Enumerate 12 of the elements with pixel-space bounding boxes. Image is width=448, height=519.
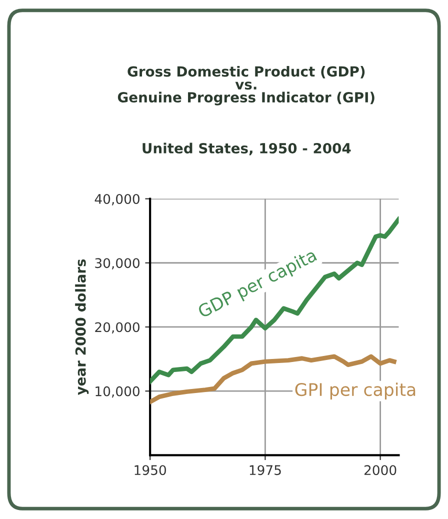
y-tick-label: 20,000 [95,322,140,334]
x-tick-label: 2000 [364,465,396,476]
y-axis-title: year 2000 dollars [75,259,89,396]
x-tick-label: 1950 [134,465,166,476]
chart-title: Gross Domestic Product (GDP) vs. Genuine Progress Indicator (GPI) [118,66,374,106]
x-tick-label: 1975 [250,465,281,476]
y-tick-label: 40,000 [94,194,140,206]
series-label: GPI per capita [295,382,416,400]
y-tick-label: 30,000 [95,258,140,270]
line-series [150,217,399,384]
chart-subtitle: United States, 1950 - 2004 [142,142,351,156]
y-tick-label: 10,000 [96,386,140,398]
